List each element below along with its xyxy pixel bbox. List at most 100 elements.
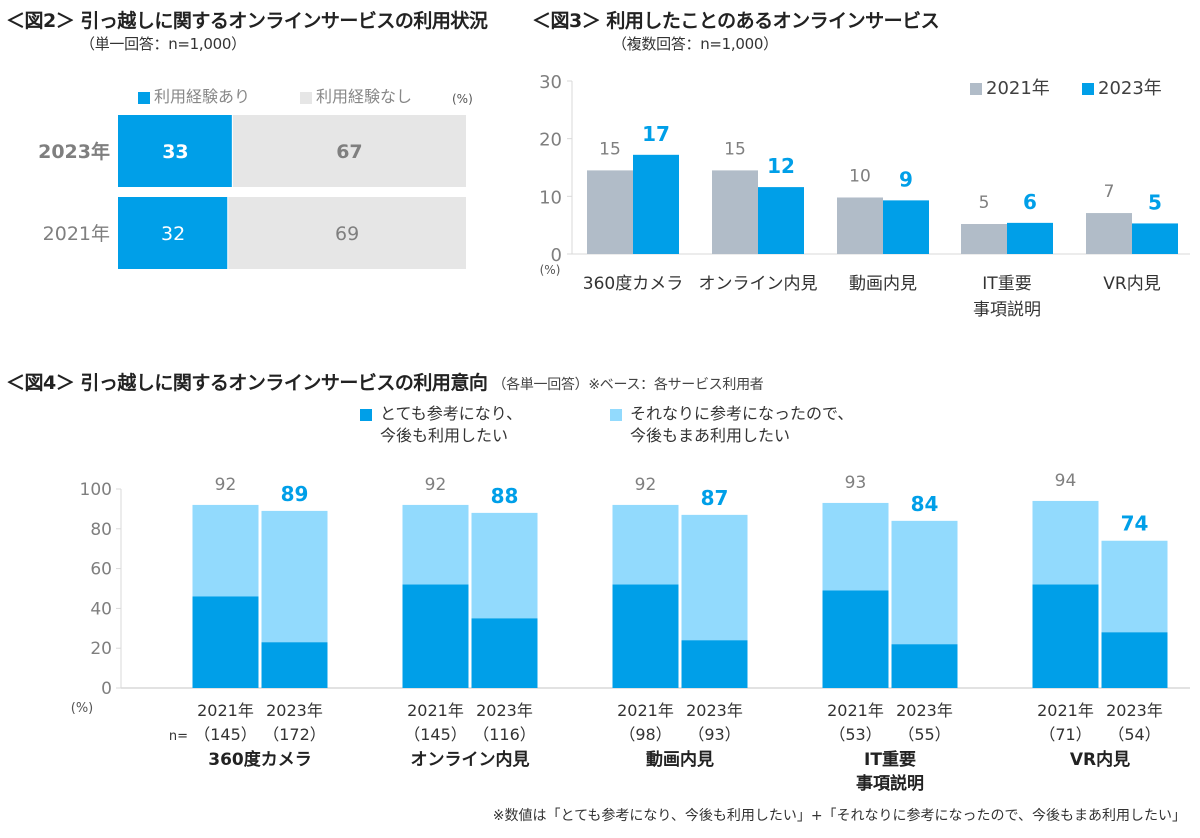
fig3-bar-2023 — [1007, 222, 1053, 254]
fig3-subtitle: （複数回答：n=1,000） — [612, 35, 778, 53]
fig2-chart: 2023年 33 67 2021年 32 69 — [38, 115, 466, 269]
fig2-category-label: 2021年 — [43, 223, 110, 245]
legend-swatch-icon — [970, 83, 982, 95]
fig4-n-label: （98） — [619, 725, 671, 744]
fig4-n-label: （53） — [829, 725, 881, 744]
fig4-bar-very-segment — [192, 596, 259, 688]
fig2-data-label: 69 — [335, 223, 359, 245]
fig4-bar-very-segment — [1101, 632, 1168, 688]
fig3-y-tick-label: 30 — [539, 72, 562, 93]
fig4-bar-very-segment — [681, 640, 748, 688]
fig3-y-tick-label: 10 — [539, 187, 562, 208]
fig4-legend-somewhat-line2: 今後もまあ利用したい — [630, 426, 791, 445]
fig4-year-label: 2023年 — [1106, 701, 1163, 720]
fig3-bar-2021 — [712, 170, 758, 254]
fig4-year-label: 2021年 — [617, 701, 674, 720]
fig2-legend-unused-label: 利用経験なし — [316, 87, 413, 106]
fig4-bar-very-segment — [822, 590, 889, 688]
fig3-data-label: 10 — [849, 166, 871, 186]
fig4-data-label: 92 — [425, 475, 447, 495]
fig4-legend-somewhat: それなりに参考になったので、 今後もまあ利用したい — [610, 403, 853, 447]
fig3-bar-2021 — [837, 197, 883, 254]
fig3-y-unit: (%) — [540, 263, 561, 277]
fig4-n-label: （172） — [263, 725, 326, 744]
fig3-data-label: 6 — [1023, 190, 1037, 214]
fig4-bar-somewhat-segment — [471, 512, 538, 619]
fig3-data-label: 9 — [899, 167, 913, 191]
fig3-bar-2023 — [758, 187, 804, 254]
fig4-n-label: （71） — [1039, 725, 1091, 744]
fig4-category-label: 動画内見 — [646, 749, 714, 770]
fig2-unit: (%) — [452, 92, 473, 106]
fig3-data-label: 12 — [767, 154, 795, 178]
fig2-subtitle: （単一回答：n=1,000） — [80, 35, 246, 53]
fig4-year-label: 2021年 — [197, 701, 254, 720]
fig4-bar-somewhat-segment — [612, 504, 679, 585]
fig4-bar-very-segment — [891, 644, 958, 688]
legend-swatch-icon — [138, 91, 150, 104]
fig3-bar-2021 — [961, 224, 1007, 254]
fig4-bar-very-segment — [612, 584, 679, 688]
fig4-footnote: ※数値は「とても参考になり、今後も利用したい」+「それなりに参考になったので、今… — [492, 808, 1186, 824]
legend-swatch-icon — [360, 409, 372, 421]
fig4-y-tick-label: 40 — [90, 599, 112, 619]
fig2-data-label: 33 — [162, 141, 188, 163]
fig4-y-tick-label: 80 — [90, 520, 112, 540]
fig3-category-label: 事項説明 — [973, 300, 1041, 320]
fig4-y-tick-label: 100 — [80, 480, 112, 500]
fig4-heading: ＜図4＞ 引っ越しに関するオンラインサービスの利用意向 （各単一回答）※ベース：… — [6, 368, 764, 395]
fig4-legend-very-line2: 今後も利用したい — [380, 426, 509, 445]
fig4-n-prefix: n= — [169, 729, 188, 744]
fig4-category-label: IT重要 — [864, 749, 916, 770]
fig3-title: ＜図3＞ 利用したことのあるオンラインサービス — [532, 10, 940, 32]
fig2-title: ＜図2＞ 引っ越しに関するオンラインサービスの利用状況 — [6, 10, 488, 32]
fig3-category-label: 動画内見 — [849, 274, 917, 294]
fig4-year-label: 2021年 — [407, 701, 464, 720]
fig2-bar-unused — [228, 197, 466, 269]
fig4-bar-somewhat-segment — [1101, 540, 1168, 633]
fig3-category-label: オンライン内見 — [699, 274, 818, 294]
fig4-bar-very-segment — [471, 618, 538, 688]
fig4-n-label: （55） — [898, 725, 950, 744]
fig4-bar-somewhat-segment — [1032, 500, 1099, 585]
fig4-n-label: （54） — [1108, 725, 1160, 744]
fig3-chart: 0 10 20 30 (%) 15 17 360度カメラ 15 12 オンライン内見 10 9 動画内見 5… — [539, 72, 1190, 320]
fig2-bar-used — [118, 197, 228, 269]
fig2-data-label: 67 — [336, 141, 362, 163]
legend-swatch-icon — [1082, 83, 1094, 95]
fig4-legend-somewhat-line1: それなりに参考になったので、 — [630, 404, 854, 423]
fig4-data-label: 84 — [911, 492, 939, 516]
fig4-y-tick-label: 20 — [90, 639, 112, 659]
fig3-y-tick-label: 20 — [539, 130, 562, 151]
fig3-data-label: 5 — [1148, 190, 1162, 214]
fig4-legend-very-line1: とても参考になり、 — [380, 404, 523, 423]
fig4-n-label: （93） — [688, 725, 740, 744]
fig3-category-label: 360度カメラ — [583, 274, 683, 294]
fig3-y-tick-label: 0 — [551, 245, 562, 266]
fig4-n-label: （116） — [473, 725, 536, 744]
fig4-bar-very-segment — [1032, 584, 1099, 688]
fig4-bar-somewhat-segment — [192, 504, 259, 597]
legend-swatch-icon — [610, 409, 622, 421]
fig3-category-label: VR内見 — [1103, 274, 1160, 294]
fig3-category-label: IT重要 — [982, 274, 1031, 294]
fig4-data-label: 92 — [215, 475, 237, 495]
fig4-year-label: 2021年 — [1037, 701, 1094, 720]
fig4-data-label: 94 — [1055, 471, 1077, 491]
fig2-legend-unused: 利用経験なし — [300, 83, 412, 107]
fig4-bar-somewhat-segment — [681, 514, 748, 641]
fig4-bar-somewhat-segment — [891, 520, 958, 645]
fig3-legend-2021: 2021年 — [970, 74, 1050, 100]
fig4-y-tick-label: 60 — [90, 560, 112, 580]
fig4-category-label: 360度カメラ — [208, 749, 312, 770]
fig4-category-label: 事項説明 — [856, 773, 924, 794]
fig3-legend-2023-label: 2023年 — [1098, 78, 1162, 99]
fig2-legend-used: 利用経験あり — [138, 83, 250, 107]
fig3-legend-2021-label: 2021年 — [986, 78, 1050, 99]
fig4-bar-somewhat-segment — [261, 510, 328, 643]
fig4-bar-somewhat-segment — [822, 502, 889, 591]
fig4-data-label: 88 — [491, 484, 519, 508]
fig4-n-label: （145） — [404, 725, 467, 744]
fig4-year-label: 2023年 — [686, 701, 743, 720]
fig4-bar-very-segment — [261, 642, 328, 688]
